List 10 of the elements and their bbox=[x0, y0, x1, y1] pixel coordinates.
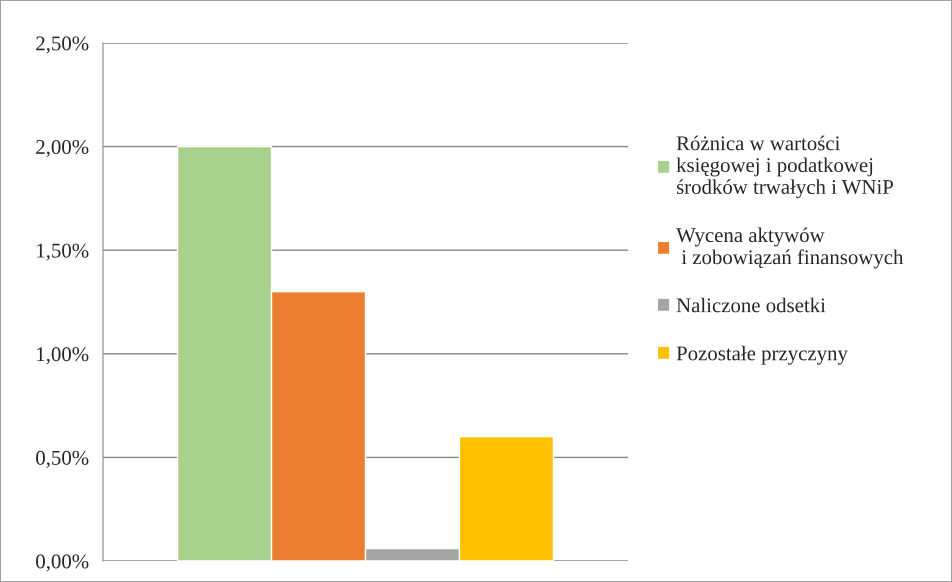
y-tick-label: 0,50% bbox=[36, 450, 88, 468]
y-tick-label: 1,00% bbox=[37, 347, 88, 364]
y-tick-label: 1,50% bbox=[37, 244, 88, 261]
legend-label: Naliczone odsetki bbox=[676, 298, 826, 312]
y-tick-label: 0,00% bbox=[36, 554, 88, 572]
legend-label: Wycena aktywów i zobowiązań finansowych bbox=[676, 227, 904, 269]
y-tick-label: 2,00% bbox=[36, 140, 88, 158]
y-tick-label: 2,50% bbox=[36, 36, 88, 54]
legend-label: Pozostałe przyczyny bbox=[676, 346, 848, 365]
legend-label: Różnica w wartości księgowej i podatkowej środków trwałych i WNiP bbox=[676, 136, 894, 198]
